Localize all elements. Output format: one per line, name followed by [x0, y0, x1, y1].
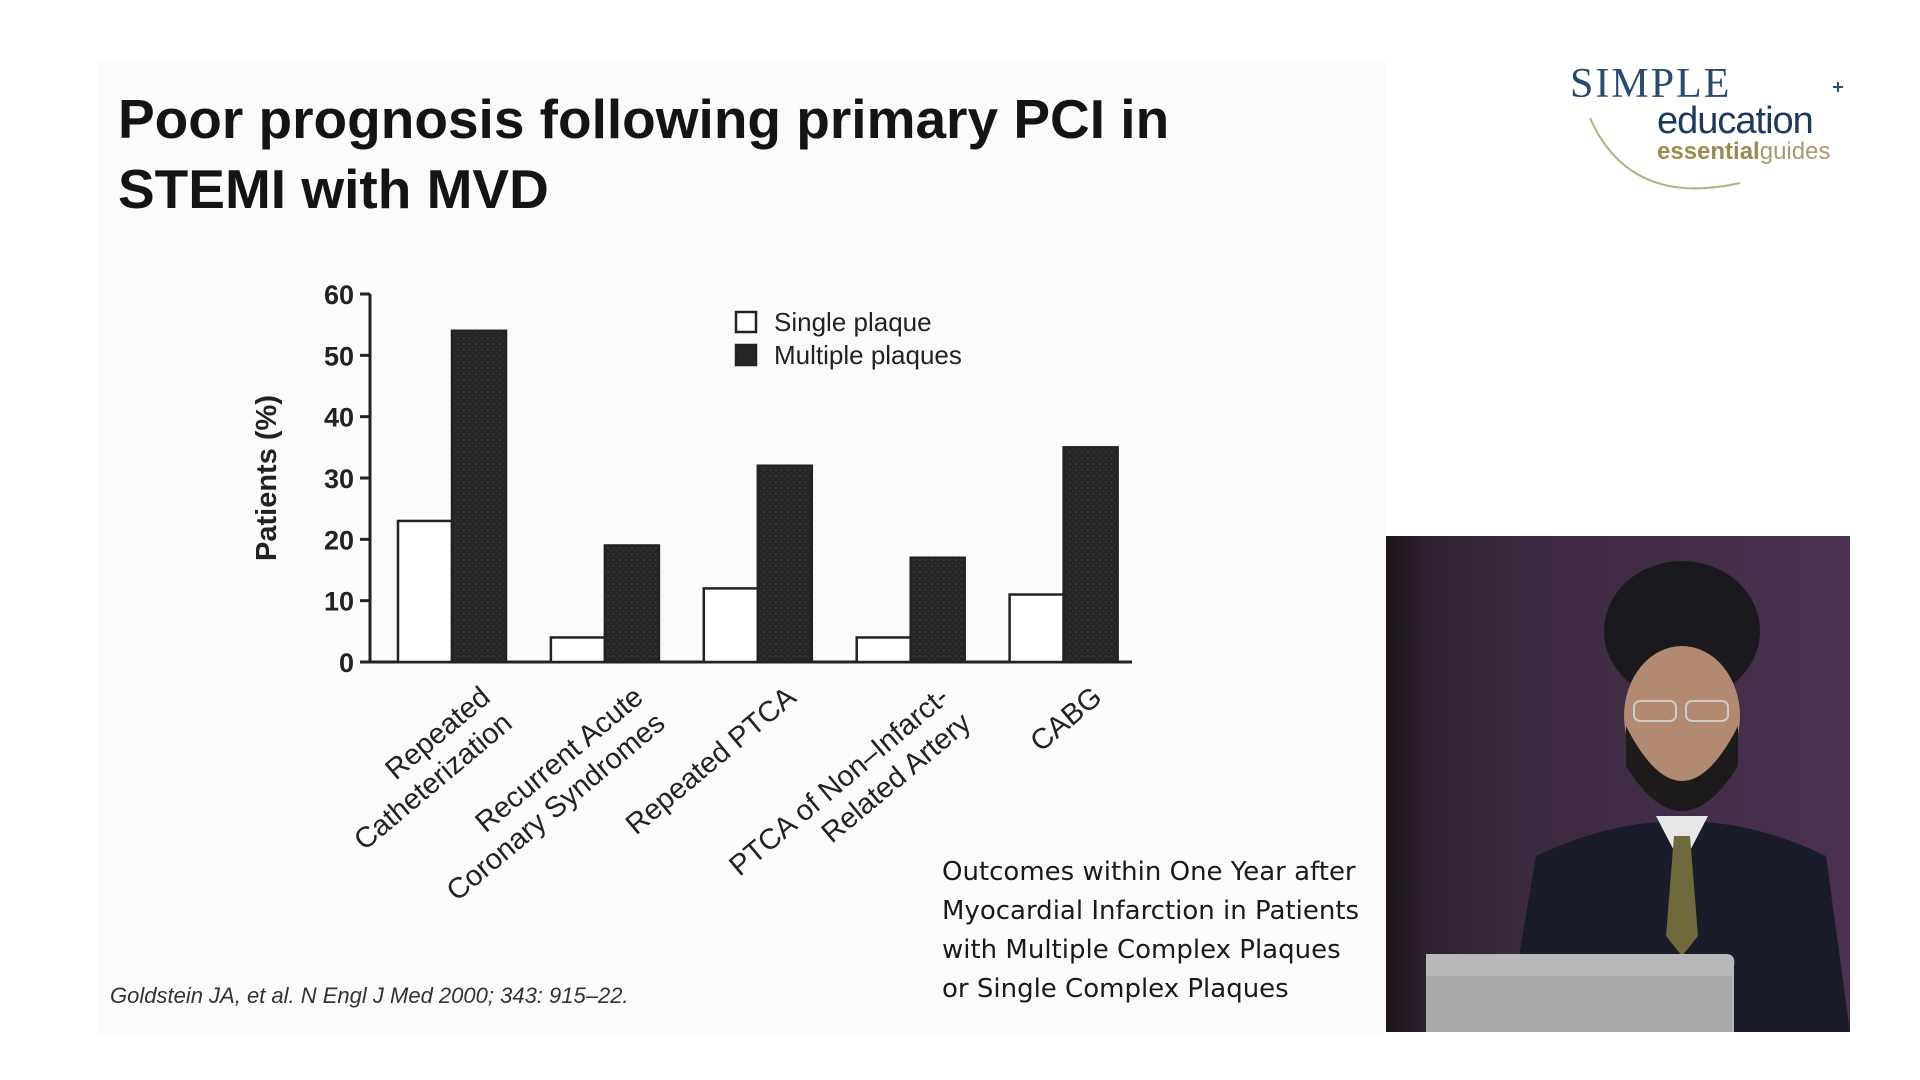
bar-single-plaque — [549, 636, 607, 664]
caption-line-1: Outcomes within One Year after — [942, 857, 1356, 887]
presenter-video-icon — [1402, 561, 1850, 1032]
citation: Goldstein JA, et al. N Engl J Med 2000; … — [110, 983, 629, 1008]
y-tick-label: 30 — [324, 464, 354, 494]
x-tick-label: CABG — [1025, 681, 1109, 758]
legend-label-single: Single plaque — [774, 307, 932, 337]
logo-guides-text: guides — [1759, 138, 1831, 165]
x-tick-label-line: CABG — [1025, 681, 1109, 758]
logo-simple-text: SIMPLE — [1570, 61, 1732, 107]
legend-label-multiple: Multiple plaques — [774, 340, 962, 370]
figure-caption: Outcomes within One Year after Myocardia… — [942, 853, 1382, 1009]
y-tick-label: 0 — [339, 648, 354, 678]
y-axis-label: Patients (%) — [251, 395, 283, 561]
slide-title-line-2: STEMI with MVD — [118, 158, 549, 220]
bar-single-plaque — [702, 587, 760, 664]
y-tick-label: 50 — [324, 341, 354, 371]
simple-education-logo: SIMPLE education essentialguides — [1570, 58, 1850, 198]
legend-swatch-multiple — [734, 343, 758, 367]
y-tick-label: 60 — [324, 280, 354, 310]
logo-education-text: education — [1657, 100, 1814, 142]
y-tick-label: 40 — [324, 403, 354, 433]
bar-multiple-plaques — [756, 464, 814, 664]
slide-panel — [97, 60, 1387, 1035]
bar-multiple-plaques — [909, 556, 966, 664]
y-tick-label: 10 — [324, 587, 354, 617]
bar-single-plaque — [396, 519, 454, 664]
y-tick-label: 20 — [324, 525, 354, 555]
bar-multiple-plaques — [450, 329, 508, 664]
bar-multiple-plaques — [1062, 446, 1119, 664]
bar-multiple-plaques — [603, 544, 661, 664]
caption-line-3: with Multiple Complex Plaques — [942, 935, 1341, 965]
video-wall — [1386, 536, 1426, 1032]
bar-single-plaque — [855, 636, 912, 664]
caption-line-2: Myocardial Infarction in Patients — [942, 896, 1360, 926]
logo-swoosh-icon — [1589, 82, 1843, 190]
presenter-video — [1386, 536, 1850, 1032]
logo-essentialguides-text: essentialguides — [1657, 138, 1830, 166]
legend-swatch-single — [734, 310, 758, 334]
logo-essential-text: essential — [1657, 138, 1760, 165]
bar-single-plaque — [1008, 593, 1065, 664]
slide-title: Poor prognosis following primary PCI in … — [118, 84, 1298, 224]
slide-title-line-1: Poor prognosis following primary PCI in — [118, 88, 1170, 150]
caption-line-4: or Single Complex Plaques — [942, 974, 1289, 1004]
